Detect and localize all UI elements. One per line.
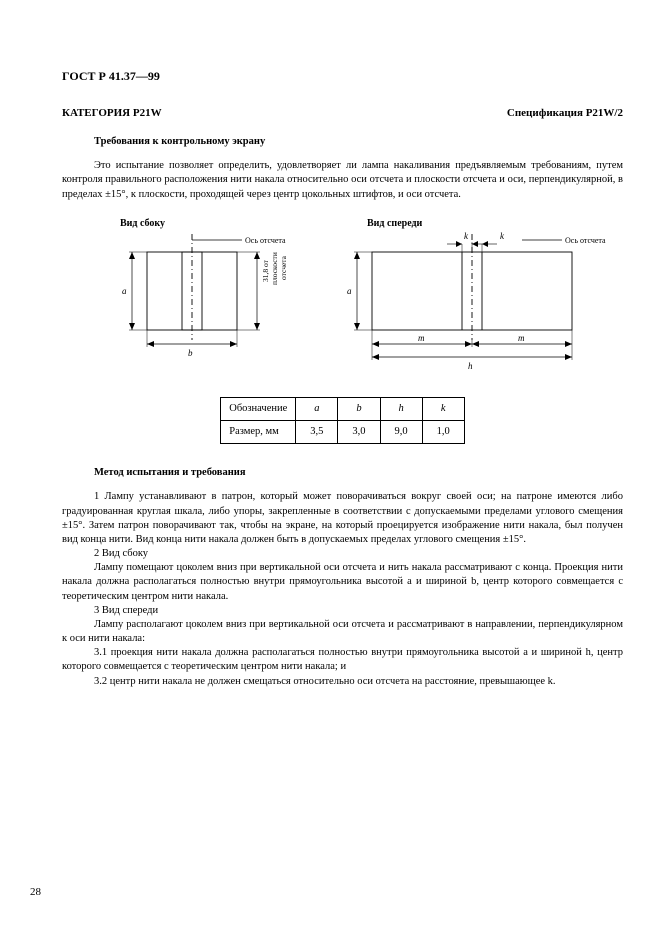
s2-p6: 3.1 проекция нити накала должна располаг… bbox=[62, 646, 623, 674]
dim-m2: m bbox=[518, 333, 525, 343]
row-label: Размер, мм bbox=[221, 421, 296, 444]
val-b: 3,0 bbox=[338, 421, 380, 444]
th-k: k bbox=[422, 397, 464, 420]
dim-k1: k bbox=[464, 231, 469, 241]
s2-p2: 2 Вид сбоку bbox=[62, 547, 623, 561]
dim-a-left: a bbox=[122, 286, 127, 296]
dim-h: h bbox=[468, 361, 473, 371]
dim-note3: отсчета bbox=[279, 255, 288, 280]
page-number: 28 bbox=[30, 885, 41, 900]
category-label: КАТЕГОРИЯ P21W bbox=[62, 106, 162, 121]
header-row: КАТЕГОРИЯ P21W Спецификация P21W/2 bbox=[62, 106, 623, 121]
axis-label-right: Ось отсчета bbox=[565, 236, 606, 245]
th-label: Обозначение bbox=[221, 397, 296, 420]
figures-container: Вид сбоку Ось отсчета a b 31,8 от плоско… bbox=[92, 212, 623, 385]
axis-label-left: Ось отсчета bbox=[245, 236, 286, 245]
s2-p1: 1 Лампу устанавливают в патрон, который … bbox=[62, 490, 623, 547]
dim-a-right: a bbox=[347, 286, 352, 296]
s2-p7: 3.2 центр нити накала не должен смещатьс… bbox=[62, 675, 623, 689]
dim-note1: 31,8 от bbox=[261, 259, 270, 282]
section1-title: Требования к контрольному экрану bbox=[94, 135, 623, 149]
th-b: b bbox=[338, 397, 380, 420]
s2-p4: 3 Вид спереди bbox=[62, 604, 623, 618]
section2-title: Метод испытания и требования bbox=[94, 466, 623, 480]
table-header-row: Обозначение a b h k bbox=[221, 397, 465, 420]
th-a: a bbox=[296, 397, 338, 420]
dim-k2: k bbox=[500, 231, 505, 241]
spec-label: Спецификация P21W/2 bbox=[507, 106, 623, 121]
dim-b: b bbox=[188, 348, 193, 358]
right-caption: Вид спереди bbox=[367, 218, 423, 229]
th-h: h bbox=[380, 397, 422, 420]
s2-p5: Лампу располагают цоколем вниз при верти… bbox=[62, 618, 623, 646]
section1-para: Это испытание позволяет определить, удов… bbox=[62, 159, 623, 202]
val-a: 3,5 bbox=[296, 421, 338, 444]
control-screen-diagram: Вид сбоку Ось отсчета a b 31,8 от плоско… bbox=[92, 212, 612, 380]
table-row: Размер, мм 3,5 3,0 9,0 1,0 bbox=[221, 421, 465, 444]
dim-m1: m bbox=[418, 333, 425, 343]
s2-p3: Лампу помещают цоколем вниз при вертикал… bbox=[62, 561, 623, 604]
val-k: 1,0 bbox=[422, 421, 464, 444]
document-id: ГОСТ Р 41.37—99 bbox=[62, 68, 623, 84]
val-h: 9,0 bbox=[380, 421, 422, 444]
left-caption: Вид сбоку bbox=[120, 218, 165, 229]
dimensions-table: Обозначение a b h k Размер, мм 3,5 3,0 9… bbox=[220, 397, 465, 444]
dim-note2: плоскости bbox=[270, 252, 279, 285]
